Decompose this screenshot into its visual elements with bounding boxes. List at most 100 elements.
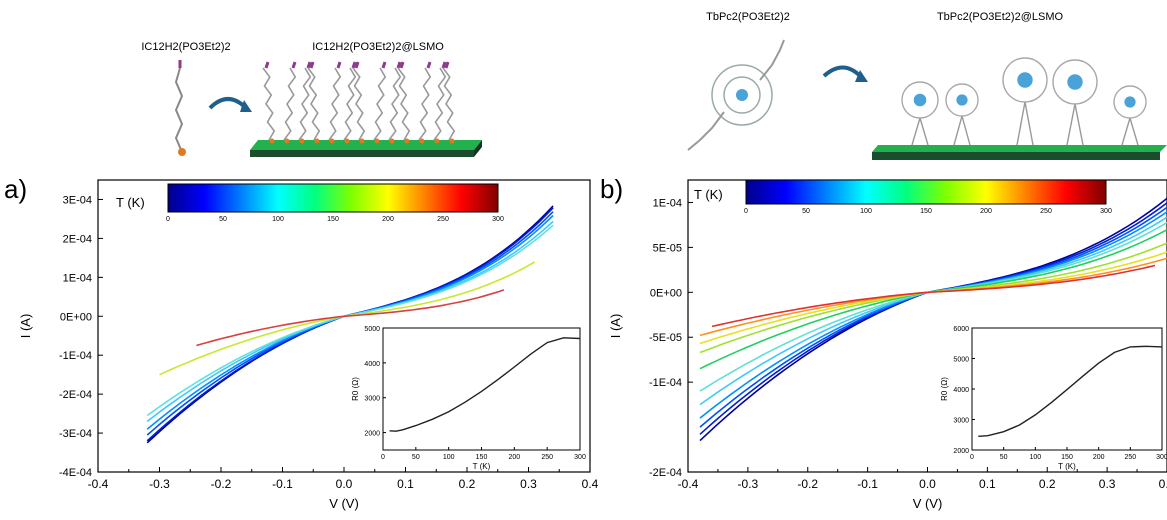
x-tick-label: 0.3 [520,477,537,491]
anchor-mark [449,138,455,144]
linker-mark [919,117,929,146]
complex-ring-mark [1052,59,1098,105]
chain-mark [433,67,447,141]
inset-y-tick-label: 6000 [953,326,969,333]
linker-mark [961,115,971,146]
colorbar-tick-label: 0 [166,216,170,223]
inset-x-tick-label: 300 [1156,454,1167,461]
iv-series-line-T250 [699,257,1167,337]
inset-frame-a [382,327,581,451]
assembly-formula-right: TbPc2(PO3Et2)2@LSMO [937,11,1064,23]
inset-y-tick-label: 5000 [364,326,380,333]
colorbar-tick-label: 250 [437,216,449,223]
chain-mark [352,67,366,141]
x-tick-label: 0.2 [1039,477,1056,491]
y-tick-label: -5E-05 [649,332,682,344]
inset-x-axis-label-a: T (K) [473,462,491,471]
panel-b: b) -0.4 -0.3 -0.2 -0.1 0.0 0.1 0.2 0.3 0.4 -2E-04… [600,174,1167,511]
iodine-end-mark [426,61,432,69]
x-tick-label: 0.1 [979,477,996,491]
chain-mark [343,67,357,141]
chain-mark [388,67,402,141]
anchor-mark [404,138,410,144]
inset-x-tick-label: 100 [1029,454,1041,461]
anchor-mark [374,138,380,144]
anchor-mark [329,138,335,144]
inset-x-tick-label: 0 [970,454,974,461]
arrowhead-left-icon [240,100,252,112]
linker-mark [1121,117,1131,146]
inset-x-tick-label: 250 [1124,454,1136,461]
colorbar-tick-label: 150 [327,216,339,223]
inset-y-tick-label: 3000 [953,418,969,425]
anchor-mark [269,138,275,144]
x-tick-label: 0.1 [397,477,414,491]
x-tick-label: -0.1 [857,477,878,491]
inset-x-tick-label: 50 [1000,454,1008,461]
x-tick-label: 0.0 [336,477,353,491]
y-tick-label: -2E-04 [59,389,92,401]
y-axis-label-b: I (A) [608,314,623,339]
y-axis-label-a: I (A) [18,314,33,339]
x-tick-label: -0.2 [797,477,818,491]
x-tick-label: -0.2 [211,477,232,491]
y-tick-label: -4E-04 [59,467,92,479]
linker-mark [1066,103,1076,146]
complex-ring-mark [1002,57,1048,103]
iodine-end-mark [381,61,387,69]
complex-ring-mark [901,81,939,119]
colorbar-tick-label: 0 [744,208,748,215]
inset-resistance-line-a [389,337,581,432]
inset-y-tick-label: 2000 [953,448,969,455]
colorbar-tick-label: 150 [920,208,932,215]
reaction-arrow-right-icon [822,65,864,80]
iodine-end-mark [444,61,450,69]
chain-mark [373,67,387,141]
chain-mark [283,67,297,141]
header-right: TbPc2(PO3Et2)2 TbPc2(PO3Et2)2@LSMO [687,11,1167,160]
y-tick-label: -2E-04 [649,467,682,479]
inset-x-axis-label-b: T (K) [1058,462,1076,471]
inset-y-tick-label: 4000 [953,387,969,394]
iv-series-line-T280 [711,264,1156,328]
complex-core-mark [1017,72,1033,88]
colorbar-label-b: T (K) [694,187,723,202]
anchor-mark [389,138,395,144]
y-tick-label: 1E-04 [653,197,682,209]
chain-mark [397,67,411,141]
iodine-end-mark [264,61,270,69]
inset-x-tick-label: 200 [508,454,520,461]
y-tick-label: 0E+00 [650,287,682,299]
x-tick-label: 0.2 [459,477,476,491]
colorbar-tick-label: 250 [1040,208,1052,215]
linker-mark [953,115,963,146]
iv-series-line-T280 [196,289,505,347]
iodine-end-mark [441,61,447,69]
y-tick-label: 0E+00 [60,311,92,323]
inset-x-tick-label: 0 [381,454,385,461]
inset-x-tick-label: 100 [443,454,455,461]
inset-y-tick-label: 5000 [953,357,969,364]
x-tick-label: -0.3 [149,477,170,491]
inset-y-tick-label: 4000 [364,361,380,368]
colorbar-a [167,183,499,213]
chain-mark [328,67,342,141]
x-tick-label: 0.4 [582,477,599,491]
chain-mark [262,67,276,141]
colorbar-tick-label: 100 [860,208,872,215]
inset-x-tick-label: 250 [541,454,553,461]
complex-core-mark [956,94,968,106]
molecule-complex-icon [687,39,785,151]
colorbar-label-a: T (K) [116,195,145,210]
inset-y-axis-label-b: R0 (Ω) [940,377,949,401]
inset-x-tick-label: 200 [1093,454,1105,461]
x-axis-label-b: V (V) [913,496,943,511]
iodine-end-mark [336,61,342,69]
x-tick-label: -0.4 [678,477,699,491]
inset-x-tick-label: 150 [476,454,488,461]
linker-mark [1074,103,1084,146]
linker-mark [1024,101,1034,146]
anchor-mark [314,138,320,144]
monolayer-complexes-right [901,57,1147,146]
